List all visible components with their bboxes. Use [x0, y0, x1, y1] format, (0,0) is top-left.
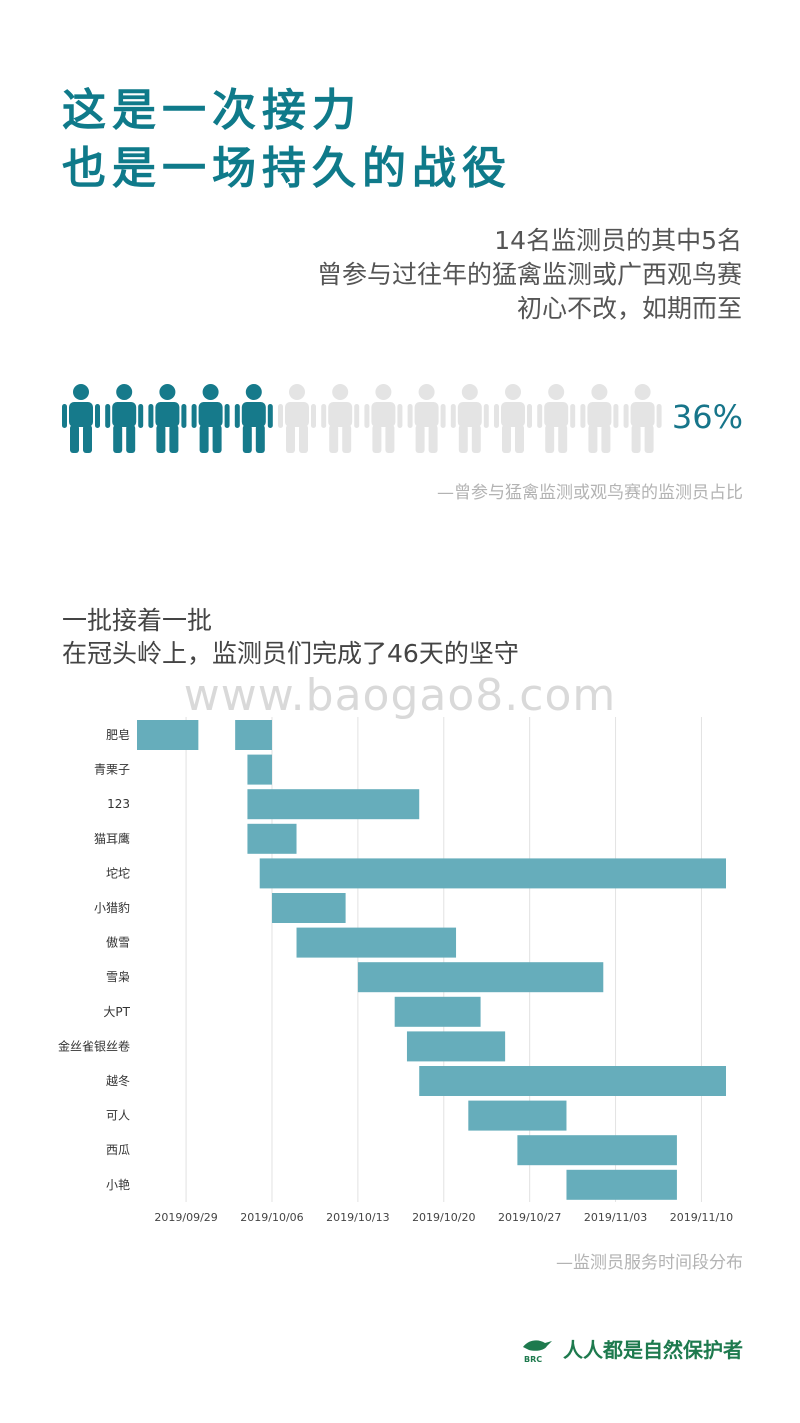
- timeline-bar: [394, 996, 481, 1027]
- person-icon: [450, 384, 489, 453]
- x-tick-label: 2019/10/13: [326, 1211, 389, 1224]
- pictogram-caption: —曾参与猛禽监测或观鸟赛的监测员占比: [437, 483, 743, 503]
- row-label: 坨坨: [106, 865, 130, 880]
- row-label: 小艳: [106, 1177, 130, 1192]
- timeline-bar: [419, 1066, 726, 1096]
- timeline-bar: [296, 927, 457, 958]
- timeline-bar: [235, 720, 272, 750]
- row-label: 金丝雀银丝卷: [58, 1038, 130, 1053]
- pictogram-people: [62, 384, 662, 453]
- person-icon: [321, 384, 360, 453]
- timeline-bar: [271, 893, 346, 923]
- chart-caption: —监测员服务时间段分布: [556, 1253, 743, 1273]
- person-icon: [364, 384, 403, 453]
- bird-logo-icon: BRC: [523, 1339, 552, 1363]
- intro-line-2: 曾参与过往年的猛禽监测或广西观鸟赛: [316, 260, 742, 289]
- timeline-bar: [517, 1135, 677, 1166]
- section-subtitle-line-1: 一批接着一批: [62, 606, 213, 635]
- x-tick-label: 2019/10/06: [240, 1211, 303, 1224]
- percent-label: 36%: [671, 398, 743, 436]
- person-icon: [623, 384, 662, 453]
- person-icon-highlighted: [234, 384, 273, 453]
- person-icon: [407, 384, 446, 453]
- timeline-bar: [566, 1169, 677, 1200]
- timeline-bar: [468, 1100, 567, 1131]
- row-label: 小猎豹: [94, 900, 130, 915]
- row-label: 123: [107, 797, 130, 811]
- watermark: www.baogao8.com: [183, 670, 617, 721]
- brand-footer: BRC 人人都是自然保护者: [519, 1334, 743, 1363]
- x-tick-label: 2019/10/20: [412, 1211, 475, 1224]
- person-icon-highlighted: [148, 384, 187, 453]
- section-subtitle-line-2: 在冠头岭上，监测员们完成了46天的坚守: [62, 639, 519, 668]
- row-label: 肥皂: [106, 728, 130, 742]
- row-label: 大PT: [103, 1005, 130, 1019]
- row-label: 猫耳鹰: [94, 831, 130, 846]
- x-tick-label: 2019/09/29: [154, 1211, 217, 1224]
- row-label: 傲雪: [106, 935, 130, 950]
- headline-line-2: 也是一场持久的战役: [62, 143, 512, 194]
- timeline-bar: [357, 962, 604, 993]
- brand-slogan: 人人都是自然保护者: [563, 1338, 743, 1362]
- timeline-bar: [247, 789, 420, 820]
- row-label: 青栗子: [94, 763, 130, 777]
- row-label: 西瓜: [106, 1143, 130, 1157]
- brand-logo-text: BRC: [524, 1355, 542, 1363]
- timeline-bar: [137, 720, 199, 750]
- intro-text: 14名监测员的其中5名 曾参与过往年的猛禽监测或广西观鸟赛 初心不改，如期而至: [317, 224, 742, 326]
- person-icon-highlighted: [62, 384, 100, 453]
- person-icon: [537, 384, 576, 453]
- row-label: 雪枭: [106, 969, 130, 984]
- person-icon-highlighted: [191, 384, 230, 453]
- intro-line-1: 14名监测员的其中5名: [494, 226, 742, 255]
- headline-line-1: 这是一次接力: [62, 85, 362, 136]
- row-label: 越冬: [106, 1073, 130, 1088]
- person-icon: [580, 384, 619, 453]
- person-icon: [278, 384, 316, 453]
- timeline-bar: [247, 754, 272, 785]
- intro-line-3: 初心不改，如期而至: [516, 294, 742, 323]
- timeline-bar: [406, 1031, 506, 1062]
- row-label: 可人: [106, 1109, 130, 1123]
- timeline-bar: [259, 858, 726, 889]
- section-subtitle: 一批接着一批 在冠头岭上，监测员们完成了46天的坚守: [62, 604, 519, 670]
- person-icon-highlighted: [105, 384, 144, 453]
- x-tick-label: 2019/11/10: [670, 1211, 733, 1224]
- person-icon: [494, 384, 532, 453]
- timeline-bar: [247, 823, 297, 854]
- x-tick-label: 2019/11/03: [584, 1211, 647, 1224]
- x-tick-label: 2019/10/27: [498, 1211, 561, 1224]
- timeline-chart: 2019/09/29 2019/10/06 2019/10/13 2019/10/20…: [58, 717, 733, 1224]
